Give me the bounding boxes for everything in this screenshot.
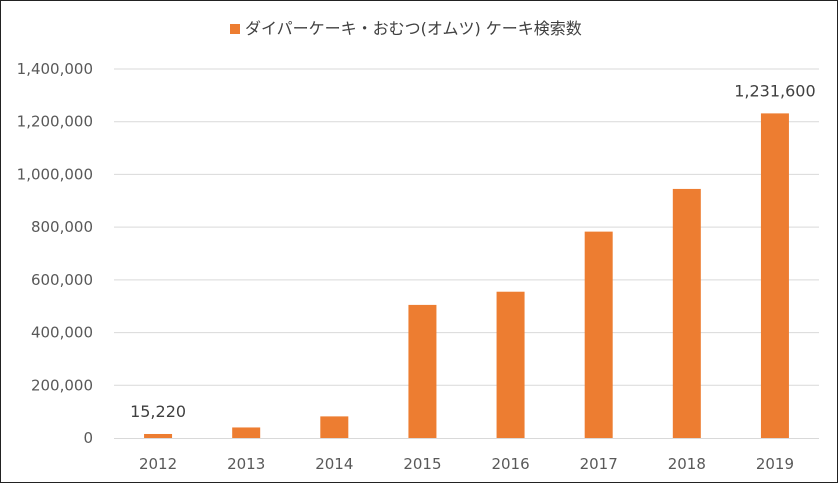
y-tick-label: 200,000	[31, 376, 93, 394]
gridlines	[114, 68, 819, 386]
bar-2019	[760, 113, 789, 438]
legend: ダイパーケーキ・おむつ(オムツ) ケーキ検索数	[230, 19, 582, 38]
y-tick-label: 1,200,000	[17, 113, 93, 131]
x-tick-label: 2018	[668, 455, 706, 473]
x-tick-label: 2013	[227, 455, 265, 473]
bar-2018	[672, 188, 701, 438]
data-labels: 15,220 1,231,600	[130, 81, 816, 421]
bar-2014	[320, 416, 349, 438]
x-tick-label: 2017	[580, 455, 618, 473]
x-tick-label: 2014	[315, 455, 353, 473]
bar-2016	[496, 291, 525, 438]
y-tick-label: 1,400,000	[17, 60, 93, 78]
y-tick-label: 800,000	[31, 218, 93, 236]
x-axis-tick-labels: 2012 2013 2014 2015 2016 2017 2018 2019	[139, 455, 794, 473]
bar-2017	[584, 231, 613, 438]
x-tick-label: 2019	[756, 455, 794, 473]
bar-2013	[232, 427, 261, 438]
data-label-2019: 1,231,600	[734, 81, 815, 100]
bar-2012	[144, 433, 173, 438]
y-tick-label: 600,000	[31, 271, 93, 289]
y-tick-label: 400,000	[31, 324, 93, 342]
y-axis-tick-labels: 0 200,000 400,000 600,000 800,000 1,000,000 1,…	[17, 60, 93, 447]
y-tick-label: 0	[83, 429, 93, 447]
x-tick-label: 2015	[403, 455, 441, 473]
legend-swatch	[230, 24, 240, 34]
bar-2015	[408, 304, 437, 438]
x-tick-label: 2016	[491, 455, 529, 473]
legend-label: ダイパーケーキ・おむつ(オムツ) ケーキ検索数	[245, 19, 582, 38]
y-tick-label: 1,000,000	[17, 165, 93, 183]
bars	[144, 113, 789, 438]
x-tick-label: 2012	[139, 455, 177, 473]
data-label-2012: 15,220	[130, 402, 186, 421]
